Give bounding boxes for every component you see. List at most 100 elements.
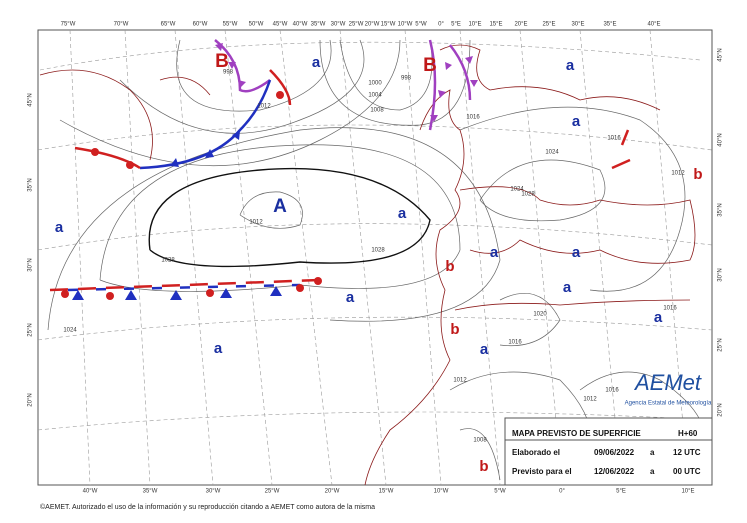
lon-label: 5°W <box>494 489 506 495</box>
pressure-center: a <box>398 205 407 222</box>
lat-label: 30°N <box>28 258 34 271</box>
isobar-label: 998 <box>401 76 412 82</box>
legend-made-label: Elaborado el <box>512 448 560 457</box>
lat-label: 25°N <box>28 323 34 336</box>
pressure-center: b <box>445 258 454 275</box>
pressure-center: a <box>214 340 223 357</box>
graticule <box>37 29 713 486</box>
legend-box <box>504 417 713 486</box>
pressure-center: a <box>480 341 489 358</box>
lon-label: 65°W <box>161 22 176 28</box>
lon-label: 5°E <box>616 489 626 495</box>
pressure-center: a <box>563 279 572 296</box>
isobar-label: 1016 <box>607 136 621 142</box>
isobar-label: 1028 <box>371 248 385 254</box>
pressure-center: a <box>55 219 64 236</box>
isobar-label: 1012 <box>583 397 597 403</box>
lat-label: 20°N <box>718 403 724 416</box>
lon-label: 15°W <box>381 22 396 28</box>
isobar-label: 1028 <box>161 258 175 264</box>
legend-valid-time: 00 UTC <box>673 467 701 476</box>
isobar-label: 1000 <box>368 81 382 87</box>
isobar-label: 1016 <box>466 115 480 121</box>
pressure-center: a <box>346 289 355 306</box>
isobar-label: 1016 <box>663 306 677 312</box>
pressure-center: b <box>693 166 702 183</box>
isobar-label: 1012 <box>249 220 263 226</box>
isobar-label: 1004 <box>368 93 382 99</box>
lon-label: 10°E <box>681 489 694 495</box>
legend-made-time: 12 UTC <box>673 448 701 457</box>
lon-label: 40°W <box>293 22 308 28</box>
isobar-label: 1012 <box>257 104 271 110</box>
lon-label: 5°W <box>415 22 427 28</box>
isobar-label: 1024 <box>63 328 77 334</box>
lon-label: 40°E <box>647 22 660 28</box>
lat-label: 45°N <box>718 48 724 61</box>
lon-label: 20°E <box>514 22 527 28</box>
isobar-label: 1012 <box>453 378 467 384</box>
pressure-center: A <box>273 196 287 217</box>
lon-label: 30°W <box>206 489 221 495</box>
pressure-center: a <box>654 309 663 326</box>
lon-label: 20°W <box>325 489 340 495</box>
lat-label: 25°N <box>718 338 724 351</box>
pressure-center: b <box>450 321 459 338</box>
isobar-label: 1012 <box>671 171 685 177</box>
isobar-label: 1024 <box>510 187 524 193</box>
lon-label: 35°W <box>311 22 326 28</box>
isobar-label: 1028 <box>521 192 535 198</box>
isobar-label: 1016 <box>605 388 619 394</box>
lat-label: 40°N <box>718 133 724 146</box>
isobar-label: 1008 <box>473 438 487 444</box>
logo-name: AEMet <box>633 370 702 395</box>
lon-label: 70°W <box>114 22 129 28</box>
fronts <box>49 39 631 300</box>
legend-title: MAPA PREVISTO DE SUPERFICIE <box>512 429 641 438</box>
lat-label: 20°N <box>28 393 34 406</box>
isobar-label: 1020 <box>533 312 547 318</box>
lon-label: 35°E <box>603 22 616 28</box>
lon-label: 35°W <box>143 489 158 495</box>
isobar-label: 1024 <box>545 150 559 156</box>
isobar-label: 1008 <box>370 108 384 114</box>
pressure-center: B <box>423 55 437 76</box>
legend-step: H+60 <box>678 429 698 438</box>
legend-made-date: 09/06/2022 <box>594 448 635 457</box>
lon-label: 15°E <box>489 22 502 28</box>
isobar-label: 998 <box>223 70 234 76</box>
lon-label: 5°E <box>451 22 461 28</box>
legend-valid-label: Previsto para el <box>512 467 572 476</box>
lat-label: 30°N <box>718 268 724 281</box>
lon-label: 60°W <box>193 22 208 28</box>
lon-label: 10°W <box>434 489 449 495</box>
pressure-center: a <box>572 113 581 130</box>
lon-label: 55°W <box>223 22 238 28</box>
legend-made-a: a <box>650 448 655 457</box>
lon-label: 0° <box>438 22 444 28</box>
lon-label: 0° <box>559 489 565 495</box>
isobars <box>47 39 701 481</box>
lon-label: 30°W <box>331 22 346 28</box>
lat-label: 35°N <box>28 178 34 191</box>
lon-label: 45°W <box>273 22 288 28</box>
coastlines <box>39 44 696 486</box>
pressure-center: a <box>490 244 499 261</box>
pressure-center: B <box>215 51 229 72</box>
lon-label: 75°W <box>61 22 76 28</box>
isobar-label: 1016 <box>508 340 522 346</box>
lon-label: 10°W <box>398 22 413 28</box>
lon-label: 15°W <box>379 489 394 495</box>
pressure-center: a <box>312 54 321 71</box>
lon-label: 25°W <box>349 22 364 28</box>
lon-label: 25°E <box>542 22 555 28</box>
footer: ©AEMET. Autorizado el uso de la informac… <box>40 503 375 511</box>
lat-label: 35°N <box>718 203 724 216</box>
lon-label: 20°W <box>365 22 380 28</box>
lon-label: 10°E <box>468 22 481 28</box>
lon-label: 30°E <box>571 22 584 28</box>
legend-valid-date: 12/06/2022 <box>594 467 635 476</box>
lon-label: 40°W <box>83 489 98 495</box>
lat-label: 45°N <box>28 93 34 106</box>
